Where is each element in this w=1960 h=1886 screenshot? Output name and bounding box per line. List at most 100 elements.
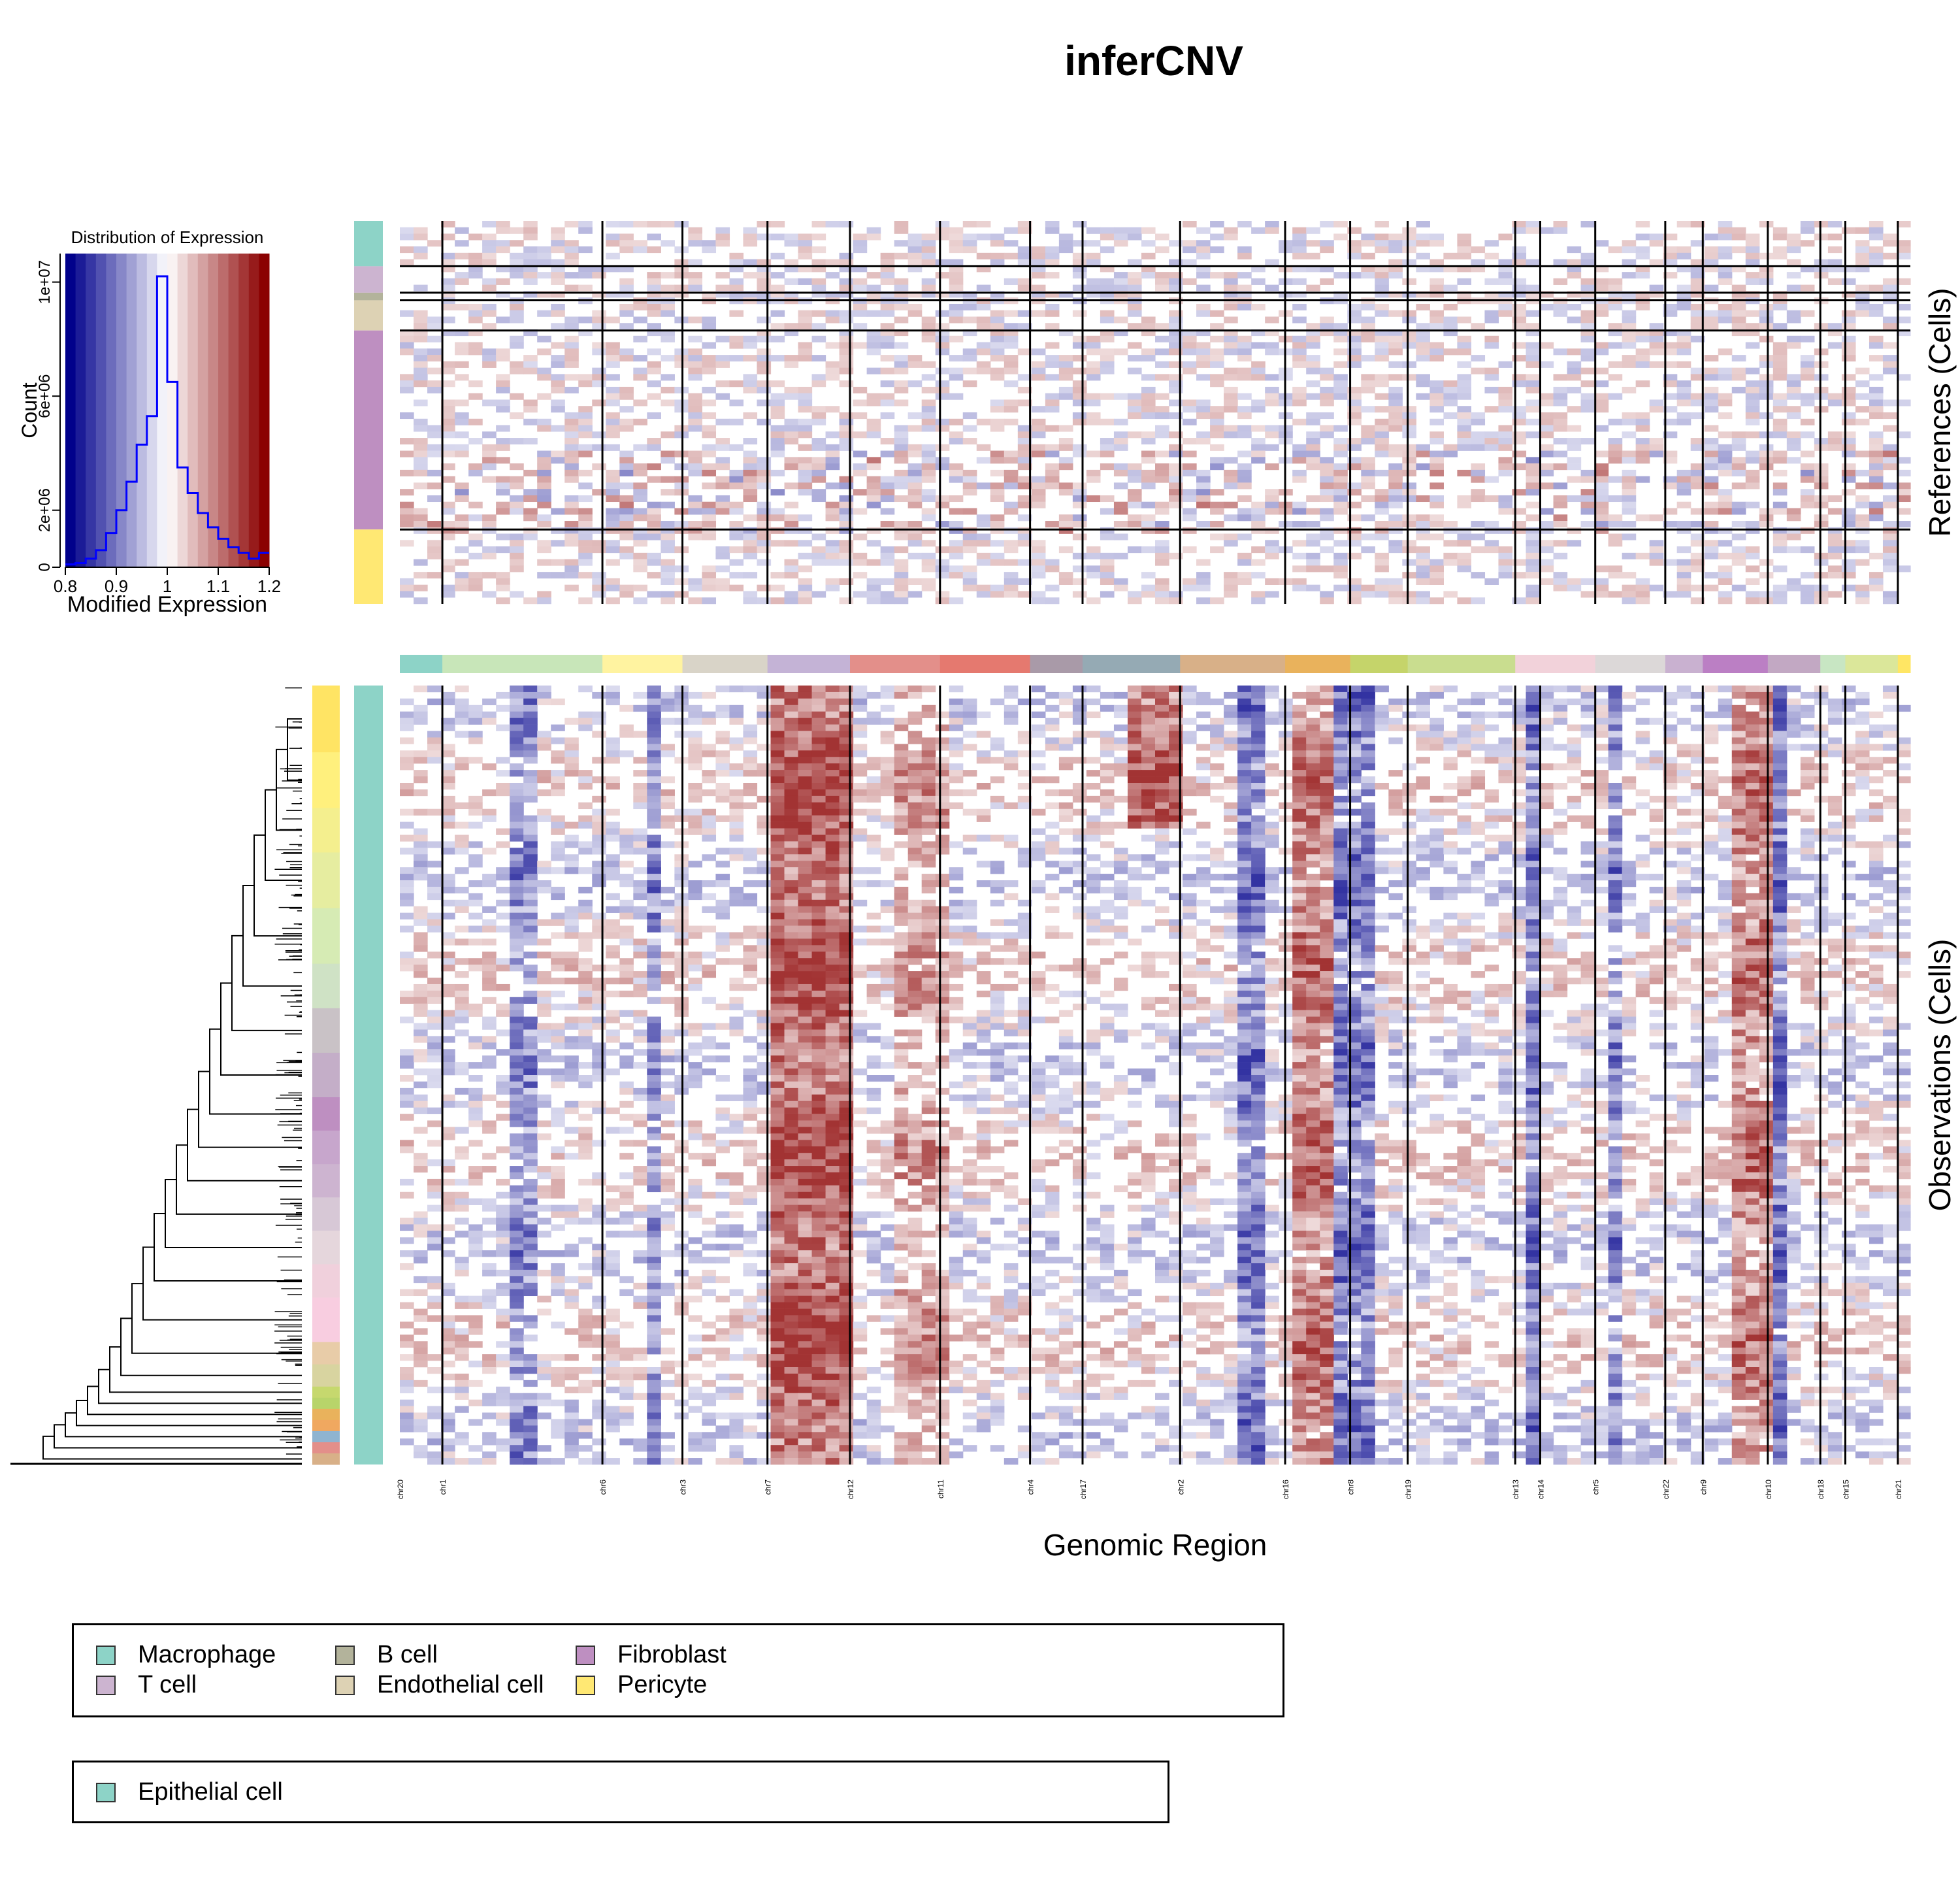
heatmap-cell [1772, 406, 1788, 413]
heatmap-cell [400, 724, 414, 731]
heatmap-cell [1058, 425, 1073, 432]
heatmap-cell [1704, 508, 1719, 515]
heatmap-cell [510, 367, 524, 374]
heatmap-cell [1484, 724, 1499, 731]
heatmap-cell [1086, 572, 1101, 579]
heatmap-cell [1347, 763, 1362, 770]
heatmap-cell [1058, 691, 1073, 699]
heatmap-cell [702, 444, 717, 451]
heatmap-cell [976, 591, 991, 598]
heatmap-cell [468, 731, 483, 738]
heatmap-cell [1237, 724, 1252, 731]
heatmap-cell [647, 770, 661, 777]
heatmap-cell [400, 750, 414, 757]
heatmap-cell [414, 808, 428, 816]
heatmap-cell [1292, 348, 1307, 356]
heatmap-cell [1388, 450, 1403, 457]
heatmap-cell [853, 469, 868, 476]
heatmap-cell [510, 361, 524, 368]
heatmap-cell [1045, 691, 1060, 699]
heatmap-cell [468, 342, 483, 349]
heatmap-cell [537, 463, 551, 471]
heatmap-cell [1251, 457, 1266, 464]
heatmap-cell [811, 533, 826, 540]
heatmap-cell [1031, 425, 1046, 432]
heatmap-cell [647, 802, 661, 810]
heatmap-cell [853, 724, 868, 731]
heatmap-cell [1155, 597, 1169, 604]
heatmap-cell [770, 355, 785, 362]
heatmap-cell [729, 278, 744, 285]
heatmap-cell [1869, 233, 1884, 240]
heatmap-cell [1155, 591, 1169, 598]
heatmap-cell [1827, 533, 1842, 540]
heatmap-cell [1375, 783, 1389, 790]
heatmap-cell [1183, 240, 1197, 247]
heatmap-cell [1347, 698, 1362, 706]
heatmap-cell [1320, 463, 1334, 471]
heatmap-cell [551, 259, 565, 266]
heatmap-cell [1745, 718, 1760, 725]
heatmap-cell [715, 284, 730, 291]
heatmap-cell [1004, 469, 1019, 476]
heatmap-cell [537, 476, 551, 483]
heatmap-cell [798, 393, 813, 400]
heatmap-cell [1347, 731, 1362, 738]
heatmap-cell [1869, 438, 1884, 445]
heatmap-cell [949, 711, 964, 718]
heatmap-cell [1855, 718, 1870, 725]
heatmap-cell [1306, 744, 1320, 751]
heatmap-cell [1251, 686, 1266, 693]
heatmap-cell [1704, 501, 1719, 508]
heatmap-cell [1031, 406, 1046, 413]
heatmap-cell [647, 533, 661, 540]
heatmap-cell [949, 278, 964, 285]
heatmap-cell [1237, 757, 1252, 764]
heatmap-cell [1196, 501, 1211, 508]
heatmap-cell [798, 795, 813, 803]
heatmap-cell [1676, 418, 1691, 425]
heatmap-cell [1429, 744, 1444, 751]
heatmap-cell [1155, 698, 1169, 706]
heatmap-cell [400, 591, 414, 598]
heatmap-cell [798, 386, 813, 393]
heatmap-cell [1251, 750, 1266, 757]
heatmap-cell [414, 246, 428, 254]
heatmap-cell [1031, 552, 1046, 559]
heatmap-cell [400, 489, 414, 496]
heatmap-cell [1265, 399, 1279, 406]
histogram-color-bin [157, 254, 168, 567]
heatmap-cell [1635, 252, 1650, 259]
heatmap-cell [661, 527, 675, 534]
heatmap-cell [880, 597, 895, 604]
heatmap-cell [907, 303, 923, 311]
heatmap-cell [894, 527, 909, 534]
heatmap-cell [441, 776, 455, 784]
heatmap-cell [1072, 578, 1087, 585]
heatmap-cell [839, 418, 854, 425]
heatmap-cell [743, 731, 758, 738]
heatmap-cell [1196, 431, 1211, 438]
heatmap-cell [1580, 711, 1595, 718]
heatmap-cell [551, 425, 565, 432]
heatmap-cell [1265, 259, 1279, 266]
heatmap-cell [564, 540, 579, 547]
heatmap-cell [976, 418, 991, 425]
heatmap-cell [907, 802, 923, 810]
heatmap-cell [1622, 310, 1637, 317]
heatmap-cell [1292, 501, 1307, 508]
heatmap-cell [1649, 514, 1664, 521]
histogram-title: Distribution of Expression [71, 227, 264, 247]
heatmap-cell [1622, 469, 1637, 476]
heatmap-cell [1210, 489, 1224, 496]
heatmap-cell [578, 776, 593, 784]
heatmap-cell [1553, 572, 1568, 579]
heatmap-cell [1361, 386, 1375, 393]
heatmap-cell [564, 386, 579, 393]
heatmap-cell [1361, 744, 1375, 751]
heatmap-cell [1718, 227, 1733, 234]
heatmap-cell [1731, 310, 1746, 317]
heatmap-cell [1265, 808, 1279, 816]
heatmap-cell [523, 278, 538, 285]
heatmap-cell [510, 335, 524, 342]
